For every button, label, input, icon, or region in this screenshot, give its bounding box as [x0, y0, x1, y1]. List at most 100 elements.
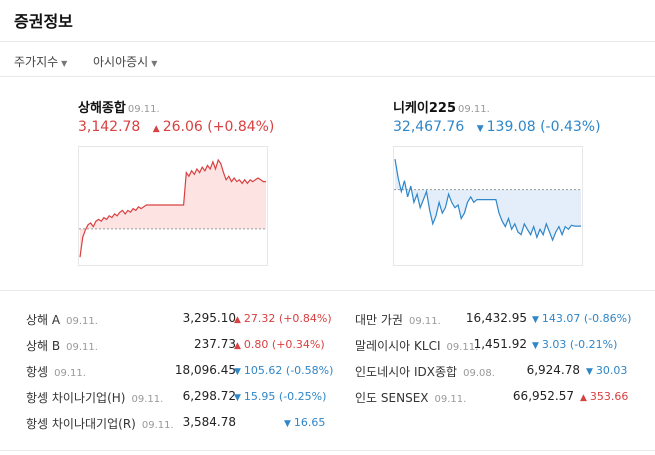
filter-label: 아시아증시: [93, 55, 149, 69]
market-row-hang-seng[interactable]: 항셍 09.11. 18,096.45 ▼ 105.62 (-0.58%): [26, 363, 333, 380]
chart-area-fill: [80, 160, 266, 258]
filter-region-dropdown[interactable]: 아시아증시 ▼: [93, 53, 157, 70]
change-percent: (+0.84%): [207, 119, 275, 135]
market-date: 09.11.: [131, 394, 164, 405]
market-price: 3,584.78: [182, 415, 236, 429]
change-percent: (+0.34%): [271, 338, 325, 351]
caret-down-icon: ▼: [61, 59, 68, 68]
change-value: 3.03: [541, 338, 567, 351]
index-quote-shanghai: 3,142.78 ▲ 26.06 (+0.84%): [78, 119, 274, 135]
change-value: 27.32: [243, 312, 276, 325]
market-date: 09.11.: [66, 316, 98, 327]
market-change: ▲ 27.32 (+0.84%): [234, 312, 332, 325]
market-change: ▼ 143.07 (-0.86%): [532, 312, 631, 325]
change-value: 143.07: [541, 312, 581, 325]
market-change: ▼ 3.03 (-0.21%): [532, 338, 617, 351]
market-date: 09.11.: [54, 368, 86, 379]
change-percent: (-0.58%): [285, 364, 334, 377]
down-triangle-icon: ▼: [476, 124, 484, 134]
market-row-hang-seng-china-h[interactable]: 항셍 차이나기업(H) 09.11. 6,298.72 ▼ 15.95 (-0.25…: [26, 389, 332, 406]
change-value: 139.08: [486, 119, 536, 135]
index-price: 32,467.76: [393, 119, 465, 135]
index-change: ▲ 26.06 (+0.84%): [153, 119, 275, 135]
market-name: 항셍: [26, 365, 49, 379]
divider: [0, 450, 655, 451]
up-triangle-icon: ▲: [234, 315, 241, 325]
filter-label: 주가지수: [14, 55, 59, 69]
market-name: 항셍 차이나기업(H): [26, 391, 126, 405]
chart-nikkei[interactable]: [393, 146, 583, 266]
market-row-hang-seng-china-r[interactable]: 항셍 차이나대기업(R) 09.11. 3,584.78 ▼ 16.65: [26, 415, 332, 432]
up-triangle-icon: ▲: [580, 393, 587, 403]
market-date: 09.11.: [434, 394, 467, 405]
index-quote-nikkei: 32,467.76 ▼ 139.08 (-0.43%): [393, 119, 601, 135]
down-triangle-icon: ▼: [234, 367, 241, 377]
market-row-shanghai-b[interactable]: 상해 B 09.11. 237.73 ▲ 0.80 (+0.34%): [26, 337, 332, 354]
down-triangle-icon: ▼: [284, 419, 291, 429]
index-change: ▼ 139.08 (-0.43%): [477, 119, 601, 135]
chart-price-line: [79, 158, 266, 258]
filter-index-type-dropdown[interactable]: 주가지수 ▼: [14, 53, 67, 70]
index-name-label: 상해종합: [78, 101, 126, 116]
change-value: 353.66: [589, 390, 629, 403]
down-triangle-icon: ▼: [234, 393, 241, 403]
index-name-label: 니케이225: [393, 101, 457, 116]
market-change: ▼ 16.65: [284, 416, 325, 429]
change-percent: (-0.21%): [569, 338, 618, 351]
index-date: 09.11.: [127, 104, 160, 115]
chart-price-line: [394, 158, 581, 242]
change-value: 30.03: [595, 364, 628, 377]
market-price: 6,298.72: [182, 389, 236, 403]
market-price: 18,096.45: [174, 363, 236, 377]
market-name: 항셍 차이나대기업(R): [26, 417, 136, 431]
change-percent: (-0.86%): [583, 312, 632, 325]
market-change: ▼ 30.03: [586, 364, 627, 377]
market-change: ▲ 0.80 (+0.34%): [234, 338, 325, 351]
index-name-shanghai[interactable]: 상해종합 09.11.: [78, 97, 160, 116]
market-change: ▲ 353.66: [580, 390, 628, 403]
market-price: 3,295.10: [182, 311, 236, 325]
market-name: 상해 A: [26, 313, 61, 327]
change-value: 15.95: [243, 390, 276, 403]
market-row-india[interactable]: 인도 SENSEX 09.11. 66,952.57 ▲ 353.66: [355, 389, 635, 406]
sparkline-chart-shanghai: [79, 158, 267, 258]
market-price: 1,451.92: [473, 337, 527, 351]
market-name: 인도 SENSEX: [355, 391, 429, 405]
market-name: 말레이시아 KLCI: [355, 339, 441, 353]
market-name: 대만 가권: [355, 313, 403, 327]
up-triangle-icon: ▲: [152, 124, 160, 134]
market-row-taiwan[interactable]: 대만 가권 09.11. 16,432.95 ▼ 143.07 (-0.86%): [355, 311, 635, 328]
chart-shanghai[interactable]: [78, 146, 268, 266]
market-change: ▼ 105.62 (-0.58%): [234, 364, 333, 377]
change-percent: (-0.25%): [278, 390, 327, 403]
market-date: 09.11.: [141, 420, 174, 431]
change-percent: (+0.84%): [278, 312, 332, 325]
divider: [0, 41, 655, 42]
index-price: 3,142.78: [78, 119, 141, 135]
change-value: 0.80: [243, 338, 269, 351]
down-triangle-icon: ▼: [532, 341, 539, 351]
market-price: 66,952.57: [512, 389, 574, 403]
change-percent: (-0.43%): [540, 119, 601, 135]
market-row-malaysia[interactable]: 말레이시아 KLCI 09.11. 1,451.92 ▼ 3.03 (-0.21%): [355, 337, 635, 354]
change-value: 26.06: [162, 119, 203, 135]
chart-area-fill: [395, 159, 581, 241]
market-price: 16,432.95: [465, 311, 527, 325]
index-date: 09.11.: [458, 104, 490, 115]
divider: [0, 290, 655, 291]
market-date: 09.11.: [66, 342, 98, 353]
market-row-indonesia[interactable]: 인도네시아 IDX종합 09.08. 6,924.78 ▼ 30.03: [355, 363, 635, 380]
market-name: 인도네시아 IDX종합: [355, 365, 458, 379]
market-change: ▼ 15.95 (-0.25%): [234, 390, 326, 403]
up-triangle-icon: ▲: [234, 341, 241, 351]
market-date: 09.11.: [446, 342, 479, 353]
market-row-shanghai-a[interactable]: 상해 A 09.11. 3,295.10 ▲ 27.32 (+0.84%): [26, 311, 332, 328]
market-date: 09.11.: [408, 316, 441, 327]
market-price: 6,924.78: [526, 363, 580, 377]
index-name-nikkei[interactable]: 니케이225 09.11.: [393, 97, 490, 116]
market-name: 상해 B: [26, 339, 61, 353]
down-triangle-icon: ▼: [586, 367, 593, 377]
sparkline-chart-nikkei: [394, 158, 582, 242]
page-title: 증권정보: [14, 12, 73, 31]
caret-down-icon: ▼: [151, 59, 158, 68]
